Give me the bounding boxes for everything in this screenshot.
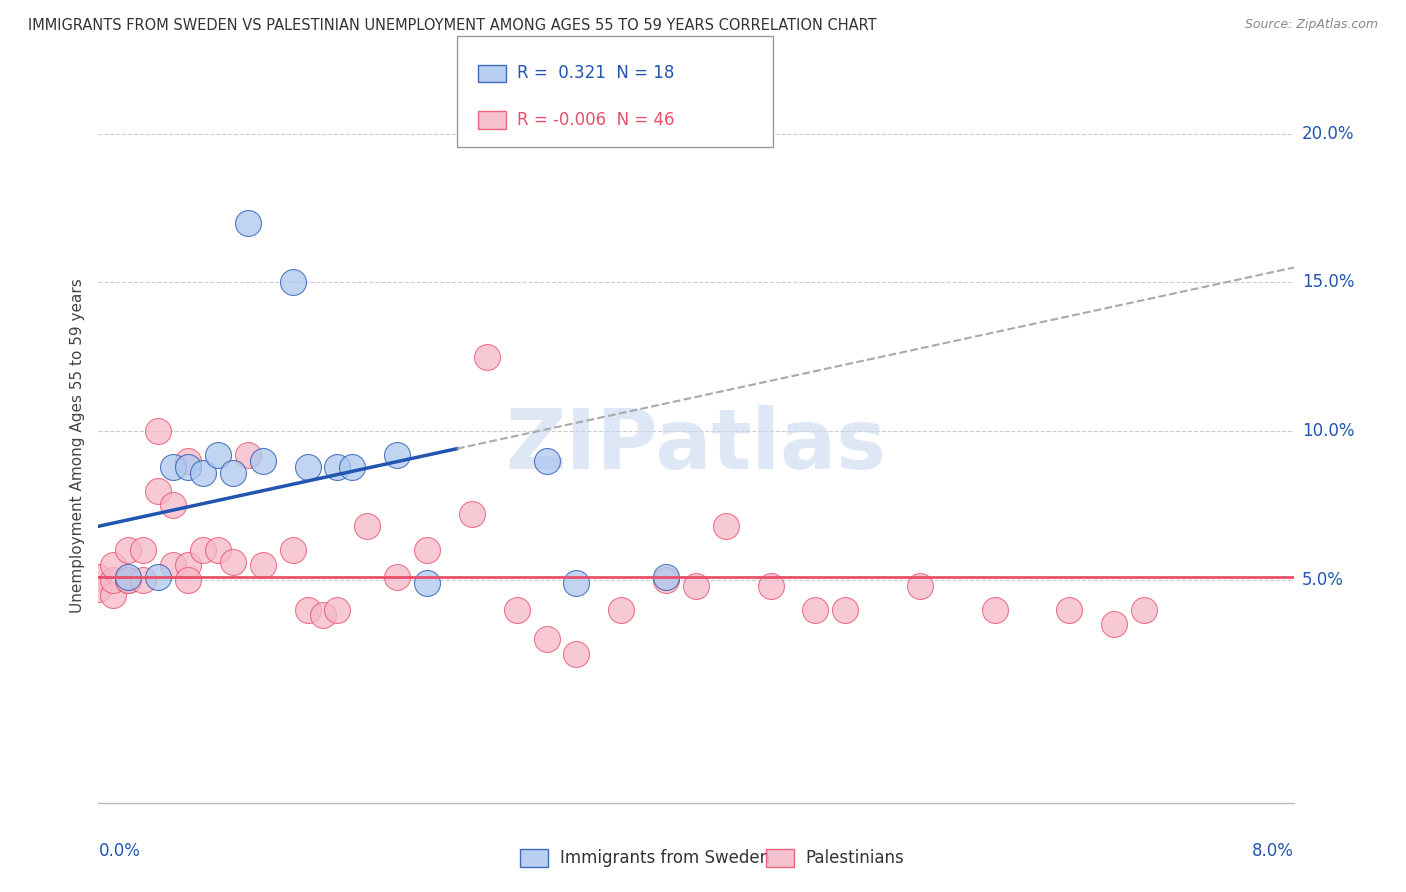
Text: R =  0.321  N = 18: R = 0.321 N = 18 bbox=[517, 64, 675, 82]
Point bbox=[117, 543, 139, 558]
Point bbox=[236, 448, 259, 462]
Point bbox=[1059, 602, 1081, 616]
Point bbox=[655, 573, 678, 587]
Point bbox=[385, 448, 409, 462]
Point bbox=[610, 602, 633, 616]
Point bbox=[385, 570, 409, 584]
Point bbox=[281, 276, 304, 290]
Point bbox=[311, 608, 333, 623]
Point bbox=[117, 573, 139, 587]
Point bbox=[148, 424, 170, 438]
Point bbox=[252, 558, 274, 572]
Point bbox=[236, 216, 259, 230]
Point bbox=[536, 632, 558, 647]
Point bbox=[162, 459, 184, 474]
Point bbox=[416, 543, 439, 558]
Point bbox=[103, 588, 125, 602]
Point bbox=[87, 582, 110, 596]
Point bbox=[565, 575, 588, 590]
Point bbox=[297, 602, 319, 616]
Point bbox=[714, 519, 737, 533]
Point bbox=[148, 570, 170, 584]
Text: IMMIGRANTS FROM SWEDEN VS PALESTINIAN UNEMPLOYMENT AMONG AGES 55 TO 59 YEARS COR: IMMIGRANTS FROM SWEDEN VS PALESTINIAN UN… bbox=[28, 18, 877, 33]
Text: 0.0%: 0.0% bbox=[98, 842, 141, 860]
Point bbox=[475, 350, 498, 364]
Point bbox=[132, 573, 155, 587]
Point bbox=[759, 579, 782, 593]
Text: 5.0%: 5.0% bbox=[1302, 571, 1344, 589]
Point bbox=[162, 558, 184, 572]
Point bbox=[177, 558, 200, 572]
Point bbox=[356, 519, 378, 533]
Point bbox=[191, 543, 214, 558]
Y-axis label: Unemployment Among Ages 55 to 59 years: Unemployment Among Ages 55 to 59 years bbox=[69, 278, 84, 614]
Point bbox=[804, 602, 827, 616]
Text: Immigrants from Sweden: Immigrants from Sweden bbox=[560, 849, 769, 867]
Point bbox=[132, 543, 155, 558]
Point bbox=[297, 459, 319, 474]
Point bbox=[148, 483, 170, 498]
Text: Palestinians: Palestinians bbox=[806, 849, 904, 867]
Point bbox=[162, 499, 184, 513]
Point bbox=[685, 579, 707, 593]
Point bbox=[177, 454, 200, 468]
Point bbox=[103, 573, 125, 587]
Point bbox=[281, 543, 304, 558]
Text: Source: ZipAtlas.com: Source: ZipAtlas.com bbox=[1244, 18, 1378, 31]
Point bbox=[908, 579, 931, 593]
Point bbox=[207, 448, 229, 462]
Text: 15.0%: 15.0% bbox=[1302, 274, 1354, 292]
Point bbox=[117, 573, 139, 587]
Text: R = -0.006  N = 46: R = -0.006 N = 46 bbox=[517, 111, 675, 128]
Point bbox=[1133, 602, 1156, 616]
Point bbox=[461, 508, 484, 522]
Point bbox=[416, 575, 439, 590]
Text: ZIPatlas: ZIPatlas bbox=[506, 406, 886, 486]
Point bbox=[222, 555, 245, 569]
Point bbox=[191, 466, 214, 480]
Point bbox=[222, 466, 245, 480]
Point bbox=[87, 570, 110, 584]
Point bbox=[117, 570, 139, 584]
Point bbox=[177, 459, 200, 474]
Point bbox=[207, 543, 229, 558]
Point bbox=[536, 454, 558, 468]
Point bbox=[1104, 617, 1126, 632]
Text: 8.0%: 8.0% bbox=[1251, 842, 1294, 860]
Point bbox=[984, 602, 1007, 616]
Point bbox=[177, 573, 200, 587]
Point bbox=[655, 570, 678, 584]
Text: 20.0%: 20.0% bbox=[1302, 125, 1354, 143]
Point bbox=[342, 459, 364, 474]
Point bbox=[326, 602, 349, 616]
Point bbox=[103, 558, 125, 572]
Point bbox=[506, 602, 529, 616]
Point bbox=[565, 647, 588, 661]
Point bbox=[834, 602, 856, 616]
Point bbox=[326, 459, 349, 474]
Point bbox=[252, 454, 274, 468]
Text: 10.0%: 10.0% bbox=[1302, 422, 1354, 440]
